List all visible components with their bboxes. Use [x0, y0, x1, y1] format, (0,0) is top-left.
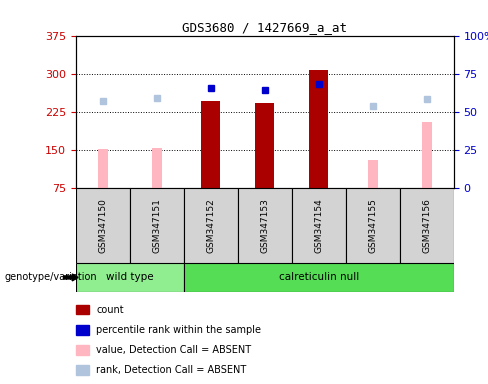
Bar: [368, 161, 378, 188]
Bar: [76, 305, 89, 314]
Bar: [130, 188, 183, 263]
Bar: [76, 263, 183, 292]
Bar: [76, 365, 89, 375]
Text: GSM347155: GSM347155: [368, 198, 377, 253]
Bar: [152, 148, 162, 188]
Bar: [183, 263, 454, 292]
Text: GSM347153: GSM347153: [260, 198, 269, 253]
Text: GSM347156: GSM347156: [422, 198, 431, 253]
Bar: [201, 101, 220, 188]
Text: GSM347154: GSM347154: [314, 198, 323, 253]
Title: GDS3680 / 1427669_a_at: GDS3680 / 1427669_a_at: [182, 21, 347, 34]
Bar: [76, 188, 130, 263]
Bar: [400, 188, 454, 263]
Bar: [255, 103, 274, 188]
Bar: [346, 188, 400, 263]
Text: GSM347152: GSM347152: [206, 198, 215, 253]
Text: GSM347151: GSM347151: [152, 198, 161, 253]
Text: percentile rank within the sample: percentile rank within the sample: [97, 325, 262, 335]
Bar: [76, 325, 89, 334]
Text: wild type: wild type: [106, 272, 154, 283]
Bar: [183, 188, 238, 263]
Bar: [422, 122, 432, 188]
Text: GSM347150: GSM347150: [98, 198, 107, 253]
Text: calreticulin null: calreticulin null: [279, 272, 359, 283]
Text: count: count: [97, 305, 124, 314]
Bar: [76, 345, 89, 355]
Text: rank, Detection Call = ABSENT: rank, Detection Call = ABSENT: [97, 365, 247, 375]
Bar: [309, 70, 328, 188]
Bar: [98, 149, 107, 188]
Text: genotype/variation: genotype/variation: [5, 272, 98, 283]
Bar: [238, 188, 292, 263]
Bar: [292, 188, 346, 263]
Text: value, Detection Call = ABSENT: value, Detection Call = ABSENT: [97, 345, 252, 355]
